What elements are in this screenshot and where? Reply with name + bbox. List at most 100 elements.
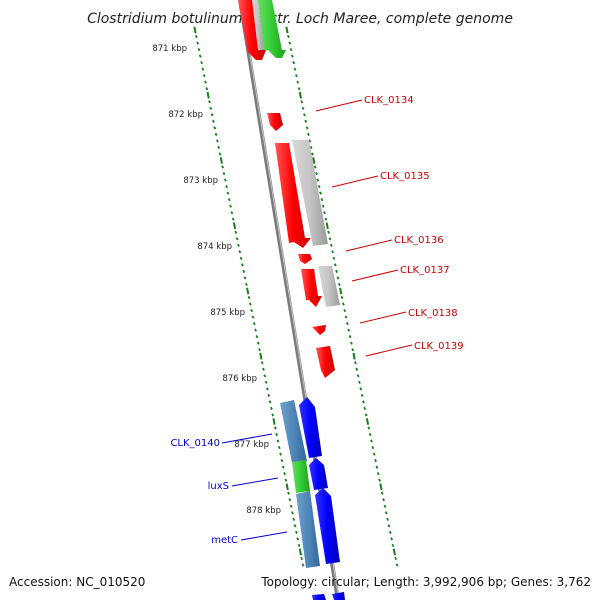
feature-luxs-green[interactable] xyxy=(292,460,310,493)
ruler-tick xyxy=(304,119,308,123)
ruler-tick xyxy=(288,498,292,502)
ruler-tick xyxy=(196,41,200,45)
feature-luxs-blue[interactable] xyxy=(309,458,328,490)
ruler-tick xyxy=(368,432,372,437)
feature-clk-0137-red[interactable] xyxy=(301,269,322,307)
ruler-tick xyxy=(284,478,288,482)
ruler-tick xyxy=(263,374,267,378)
genome-summary-text: Topology: circular; Length: 3,992,906 bp… xyxy=(260,575,591,589)
ruler-tick xyxy=(296,80,300,84)
ruler-tick xyxy=(328,237,332,241)
ruler-tick xyxy=(363,406,367,411)
ruler-tick xyxy=(201,67,205,71)
feature-clk-0139[interactable] xyxy=(316,346,335,378)
feature-clk-0140-steel[interactable] xyxy=(280,400,307,463)
ruler-tick xyxy=(298,91,302,99)
feature-bottom-blue-2[interactable] xyxy=(332,592,345,600)
ruler-tick xyxy=(365,418,370,425)
gene-label-clk-0136[interactable]: CLK_0136 xyxy=(394,235,444,246)
ruler-tick xyxy=(294,74,298,78)
ruler-tick xyxy=(388,530,392,534)
ruler-tick xyxy=(234,230,238,234)
ruler-tick xyxy=(332,256,336,260)
ruler-tick xyxy=(283,472,286,476)
ruler-tick xyxy=(292,61,296,65)
ruler-tick xyxy=(288,41,292,45)
ruler-tick xyxy=(325,222,329,230)
gene-label-clk-0134[interactable]: CLK_0134 xyxy=(364,95,414,106)
ruler-tick xyxy=(214,132,218,136)
ruler-tick xyxy=(272,418,276,425)
ruler-tick xyxy=(374,459,377,463)
ruler-tick xyxy=(237,243,240,247)
ruler-tick xyxy=(205,87,209,91)
ruler-tick xyxy=(243,276,247,280)
gene-label-clk-0140[interactable]: CLK_0140 xyxy=(170,438,220,449)
ruler-tick xyxy=(200,61,203,65)
ruler-tick xyxy=(218,152,222,156)
ruler-tick xyxy=(384,511,388,515)
ruler-tick xyxy=(367,426,371,430)
feature-clk-0140-blue[interactable] xyxy=(299,397,322,458)
ruler-tick xyxy=(238,250,242,254)
ruler-tick xyxy=(394,556,398,561)
kbp-label: 877 kbp xyxy=(234,440,269,450)
ruler-tick xyxy=(277,445,281,450)
feature-metc-blue[interactable] xyxy=(315,488,340,564)
feature-clk-0136[interactable] xyxy=(298,254,312,264)
ruler-tick xyxy=(212,119,215,123)
ruler-tick xyxy=(378,478,381,482)
feature-clk-0138[interactable] xyxy=(312,325,326,335)
kbp-label: 873 kbp xyxy=(183,176,218,186)
gene-label-clk-0137[interactable]: CLK_0137 xyxy=(400,265,450,276)
kbp-labels: 871 kbp 872 kbp 873 kbp 874 kbp 875 kbp … xyxy=(152,44,281,516)
ruler-tick xyxy=(305,126,309,130)
gene-label-clk-0139[interactable]: CLK_0139 xyxy=(414,341,464,352)
left-gene-labels: CLK_0140 luxS metC xyxy=(170,433,288,546)
gene-label-metc[interactable]: metC xyxy=(211,535,238,546)
kbp-label: 872 kbp xyxy=(168,110,203,120)
ruler-tick xyxy=(329,243,333,247)
ruler-tick xyxy=(271,413,275,417)
ruler-tick xyxy=(290,54,294,58)
ruler-tick xyxy=(382,498,385,502)
ruler-tick xyxy=(213,126,217,130)
ruler-tick xyxy=(197,47,201,52)
ruler-tick xyxy=(226,191,230,195)
gene-label-clk-0138[interactable]: CLK_0138 xyxy=(408,308,458,319)
ruler-tick xyxy=(390,537,394,541)
ruler-tick xyxy=(209,106,213,110)
ruler-tick xyxy=(285,26,289,34)
ruler-tick xyxy=(298,548,302,556)
feature-metc-steel[interactable] xyxy=(296,491,320,568)
ruler-tick xyxy=(291,511,294,515)
gene-label-luxs[interactable]: luxS xyxy=(208,481,229,492)
ruler-tick xyxy=(225,184,229,189)
ruler-tick xyxy=(375,465,379,469)
ruler-tick xyxy=(254,328,257,332)
ruler-tick xyxy=(287,491,290,495)
feature-clk-0135-red[interactable] xyxy=(275,143,311,248)
ruler-tick xyxy=(383,504,387,508)
ruler-tick xyxy=(336,276,340,280)
forward-strand-features xyxy=(238,0,286,60)
ruler-tick xyxy=(239,256,243,260)
ruler-tick xyxy=(268,400,272,404)
feature-clk-0137-gray[interactable] xyxy=(318,266,340,307)
ruler-tick xyxy=(345,321,349,326)
ruler-tick xyxy=(297,87,301,91)
ruler-tick xyxy=(327,230,330,234)
feature-bottom-blue[interactable] xyxy=(312,594,326,600)
ruler-tick xyxy=(295,530,298,534)
ruler-tick xyxy=(269,406,273,411)
kbp-label: 874 kbp xyxy=(197,242,232,252)
feature-clk-0134[interactable] xyxy=(267,113,283,131)
ruler-tick xyxy=(321,204,325,208)
gene-label-clk-0135[interactable]: CLK_0135 xyxy=(380,171,430,182)
ruler-tick xyxy=(206,91,210,99)
ruler-tick xyxy=(242,269,246,274)
ruler-tick xyxy=(293,67,297,71)
feature-top-green[interactable] xyxy=(258,0,286,58)
feature-clk-0135-gray[interactable] xyxy=(292,140,328,246)
ruler-tick xyxy=(307,132,310,136)
